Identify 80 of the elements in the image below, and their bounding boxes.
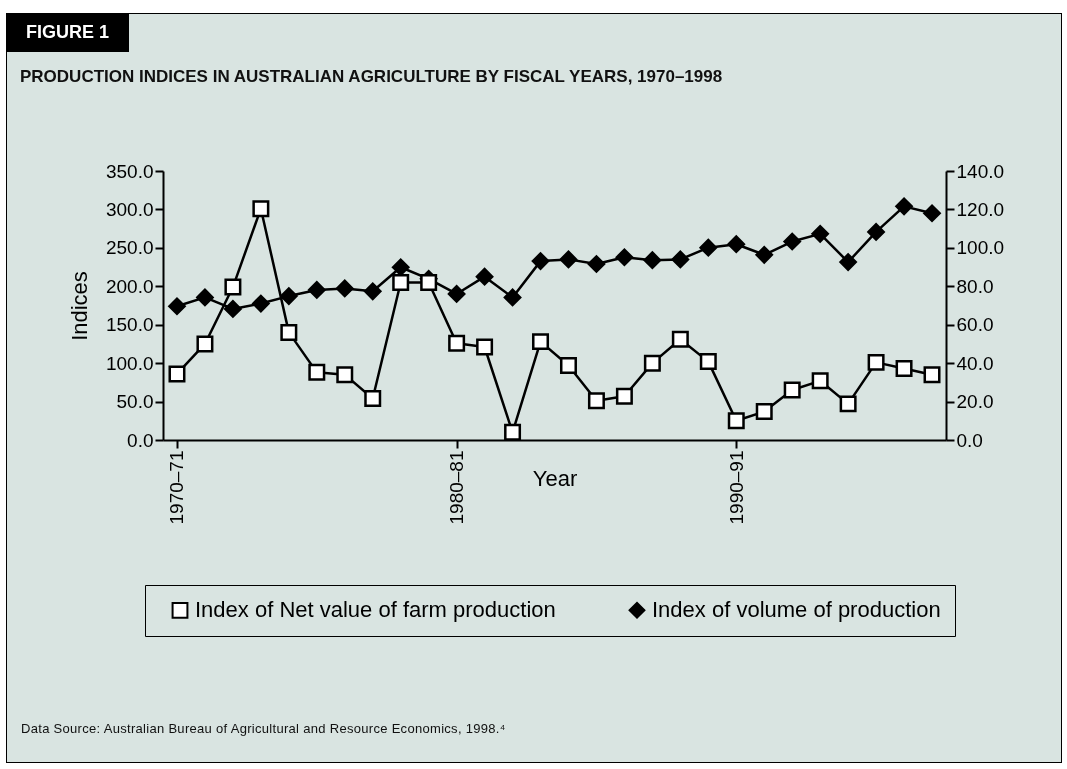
- x-tick-label: 1980–81: [446, 450, 468, 525]
- point: [336, 366, 354, 384]
- point: [475, 267, 494, 286]
- point: [559, 250, 578, 269]
- y2-tick-label: 60.0: [956, 314, 994, 336]
- source-note: Data Source: Australian Bureau of Agricultural and Resource Economics, 1998.⁴: [21, 721, 506, 736]
- point: [811, 225, 829, 243]
- point: [699, 238, 718, 257]
- point: [335, 279, 354, 298]
- point: [476, 338, 494, 356]
- y2-tick-label: 80.0: [956, 275, 994, 297]
- point: [420, 273, 438, 291]
- legend-label: Index of Net value of farm production: [195, 597, 556, 623]
- point: [504, 423, 522, 441]
- point: [308, 363, 326, 381]
- point: [923, 204, 941, 223]
- point: [168, 297, 186, 316]
- point: [727, 412, 745, 430]
- point: [168, 365, 186, 383]
- point: [448, 334, 466, 352]
- point: [196, 335, 214, 353]
- point: [363, 282, 382, 301]
- point: [587, 255, 606, 273]
- point: [531, 252, 550, 270]
- point: [503, 288, 522, 307]
- point: [867, 353, 885, 371]
- point: [671, 250, 690, 269]
- y-tick-label: 300.0: [105, 198, 154, 220]
- point: [307, 281, 326, 299]
- point: [224, 278, 242, 296]
- y2-tick-label: 140.0: [956, 160, 1005, 182]
- point: [755, 403, 773, 421]
- y2-tick-label: 20.0: [956, 391, 994, 413]
- point: [447, 285, 466, 303]
- point: [532, 333, 550, 351]
- point: [559, 356, 577, 374]
- point: [839, 395, 857, 413]
- point: [895, 360, 913, 378]
- y-tick-label: 0.0: [127, 429, 154, 451]
- point: [196, 288, 214, 307]
- y-tick-label: 100.0: [105, 352, 154, 374]
- point: [364, 390, 382, 407]
- point: [615, 248, 634, 267]
- point: [280, 287, 298, 305]
- chart-title: PRODUCTION INDICES IN AUSTRALIAN AGRICULTURE BY FISCAL YEARS, 1970–1998: [20, 67, 723, 86]
- point: [587, 392, 605, 410]
- point: [280, 323, 298, 341]
- point: [615, 387, 633, 405]
- point: [671, 330, 689, 348]
- y-tick-label: 350.0: [105, 160, 154, 182]
- point: [895, 197, 913, 216]
- y-tick-label: 150.0: [105, 314, 154, 336]
- point: [839, 253, 857, 271]
- y-tick-label: 50.0: [116, 391, 154, 413]
- x-tick-label: 1970–71: [166, 450, 188, 525]
- point: [755, 245, 774, 264]
- point: [252, 294, 270, 313]
- y-axis-title: Indices: [66, 271, 92, 341]
- point: [811, 372, 829, 390]
- caption: FIGURE 1: [6, 13, 130, 52]
- y-tick-label: 200.0: [105, 275, 154, 297]
- legend-label: Index of volume of production: [652, 597, 941, 623]
- point: [252, 200, 270, 218]
- point: [643, 354, 661, 372]
- point: [224, 300, 242, 318]
- x-tick-label: 1990–91: [725, 450, 747, 525]
- y-tick-label: 250.0: [105, 237, 154, 259]
- y2-tick-label: 0.0: [956, 429, 983, 451]
- point: [867, 223, 885, 241]
- point: [699, 353, 717, 371]
- point: [923, 366, 941, 384]
- x-axis-title: Year: [532, 466, 578, 492]
- point: [783, 232, 802, 251]
- point: [727, 235, 746, 254]
- y2-tick-label: 100.0: [956, 237, 1005, 259]
- point: [643, 251, 662, 269]
- y2-tick-label: 40.0: [956, 352, 994, 374]
- y2-tick-label: 120.0: [956, 198, 1005, 220]
- point: [783, 381, 801, 399]
- point: [392, 273, 410, 291]
